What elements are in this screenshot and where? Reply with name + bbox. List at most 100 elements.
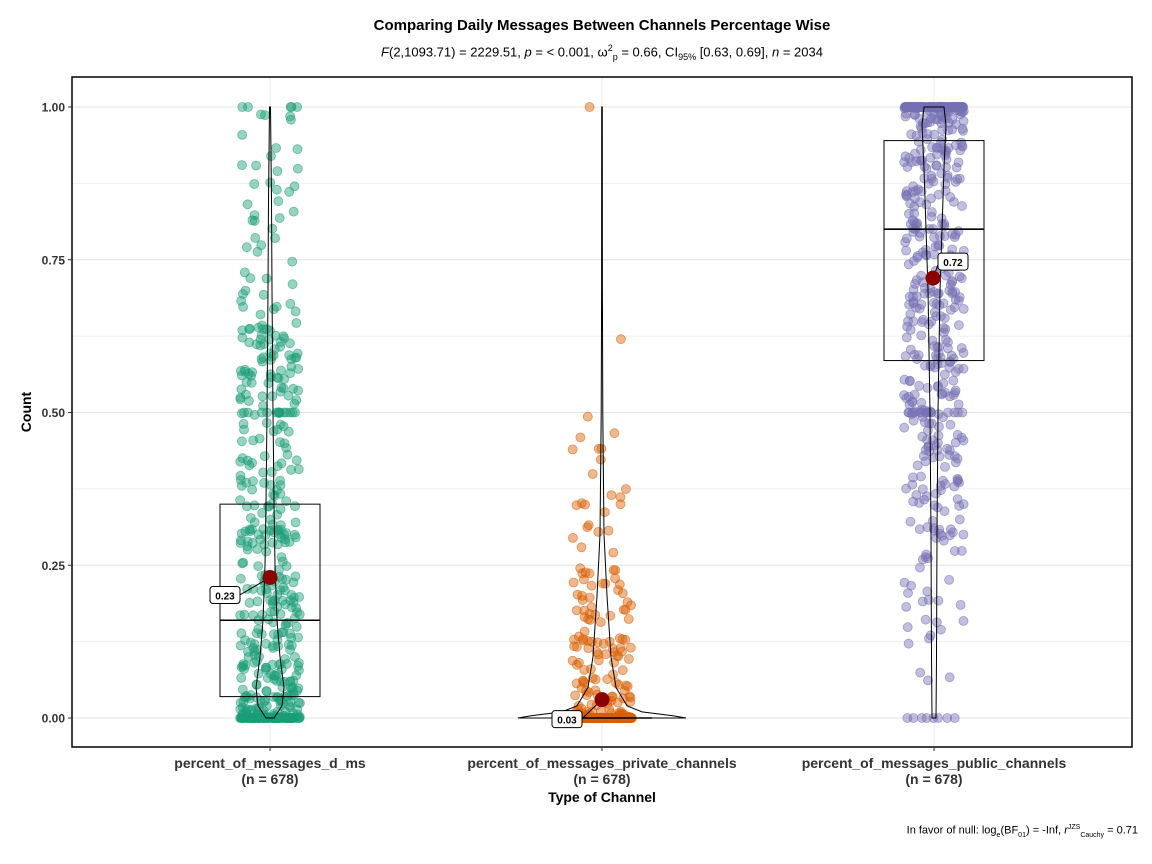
subtitle-ci-sub: 95% <box>678 51 697 62</box>
jitter-point <box>285 407 295 418</box>
jitter-point <box>260 110 270 120</box>
jitter-point <box>949 713 960 723</box>
jitter-point <box>569 634 579 645</box>
x-axis-label: Type of Channel <box>548 789 656 805</box>
jitter-point <box>247 476 258 487</box>
jitter-point <box>944 362 955 373</box>
mean-marker <box>262 569 278 585</box>
jitter-point <box>235 392 246 403</box>
jitter-point <box>582 411 593 422</box>
jitter-point <box>245 273 256 284</box>
jitter-point <box>901 602 912 612</box>
box-outline <box>883 140 985 362</box>
jitter-point <box>954 173 965 184</box>
jitter-point <box>247 457 258 468</box>
jitter-point <box>235 640 246 651</box>
jitter-point <box>921 249 931 260</box>
jitter-point <box>609 428 620 439</box>
jitter-point <box>615 499 626 510</box>
jitter-point <box>617 665 628 676</box>
jitter-point <box>939 506 950 517</box>
jitter-point <box>907 479 918 490</box>
subtitle-omega: ω <box>597 44 608 60</box>
jitter-point <box>939 313 950 324</box>
x-tick-count-label: (n = 678) <box>905 771 962 787</box>
jitter-point <box>584 592 595 603</box>
jitter-point <box>621 484 631 494</box>
jitter-point <box>924 633 934 644</box>
jitter-point <box>290 571 301 582</box>
subtitle-p-value: = < 0.001, <box>531 44 598 60</box>
mean-label-box <box>551 710 583 729</box>
jitter-point <box>275 609 286 619</box>
jitter-point <box>899 422 910 433</box>
jitter-point <box>916 397 927 408</box>
jitter-point <box>260 695 270 706</box>
jitter-point <box>284 676 295 687</box>
jitter-point <box>914 497 925 508</box>
jitter-point <box>244 337 255 348</box>
jitter-point <box>273 196 284 207</box>
jitter-point <box>271 407 282 418</box>
caption-bf: (BF <box>1000 824 1019 837</box>
jitter-point <box>911 130 922 141</box>
jitter-point <box>916 299 927 310</box>
jitter-point <box>274 713 285 723</box>
jitter-point <box>937 388 948 399</box>
jitter-point <box>290 306 301 317</box>
jitter-point <box>571 605 582 616</box>
jitter-point <box>931 488 941 499</box>
jitter-point <box>942 713 953 723</box>
jitter-point <box>907 407 918 418</box>
jitter-point <box>241 389 251 400</box>
jitter-point <box>273 565 284 575</box>
jitter-point <box>914 231 925 242</box>
caption-r-sub: Cauchy <box>1080 831 1105 839</box>
jitter-point <box>623 614 634 624</box>
jitter-point <box>947 244 958 255</box>
jitter-point <box>933 595 944 606</box>
jitter-point <box>274 407 285 418</box>
x-tick-count-label: (n = 678) <box>573 771 630 787</box>
jitter-point <box>261 588 272 599</box>
jitter-point <box>945 192 956 202</box>
jitter-point <box>259 451 270 462</box>
jitter-point <box>288 206 299 217</box>
jitter-point <box>600 578 611 589</box>
jitter-point <box>261 324 272 335</box>
jitter-point <box>269 606 280 617</box>
jitter-point <box>238 709 249 720</box>
jitter-point <box>235 610 246 621</box>
jitter-point <box>285 102 296 112</box>
jitter-point <box>238 557 249 568</box>
jitter-point <box>603 525 614 536</box>
jitter-point <box>944 672 955 683</box>
jitter-point <box>607 643 618 654</box>
jitter-point <box>617 634 628 644</box>
jitter-point <box>915 197 925 208</box>
jitter-point <box>256 109 266 120</box>
jitter-point <box>948 375 959 386</box>
jitter-point <box>272 509 283 520</box>
jitter-point <box>900 151 911 162</box>
jitter-point <box>583 643 594 653</box>
jitter-point <box>242 199 253 210</box>
jitter-point <box>293 464 304 475</box>
jitter-point <box>956 546 967 556</box>
jitter-point <box>916 186 927 197</box>
caption-prefix: In favor of null: log <box>906 824 997 837</box>
violin-outline <box>921 106 947 719</box>
jitter-point <box>926 211 937 222</box>
jitter-point <box>940 334 951 345</box>
mean-markers: 0.23 0.03 0.72 <box>209 252 969 729</box>
jitter-point <box>271 485 282 495</box>
mean-label: 0.03 <box>557 716 577 727</box>
jitter-point <box>245 513 256 523</box>
jitter-point <box>272 166 283 177</box>
jitter-point <box>949 232 960 243</box>
caption-suffix: = 0.71 <box>1104 824 1138 837</box>
jitter-point <box>953 157 964 168</box>
jitter-point <box>291 318 302 328</box>
jitter-point <box>570 690 580 701</box>
jitter-point <box>285 298 296 309</box>
